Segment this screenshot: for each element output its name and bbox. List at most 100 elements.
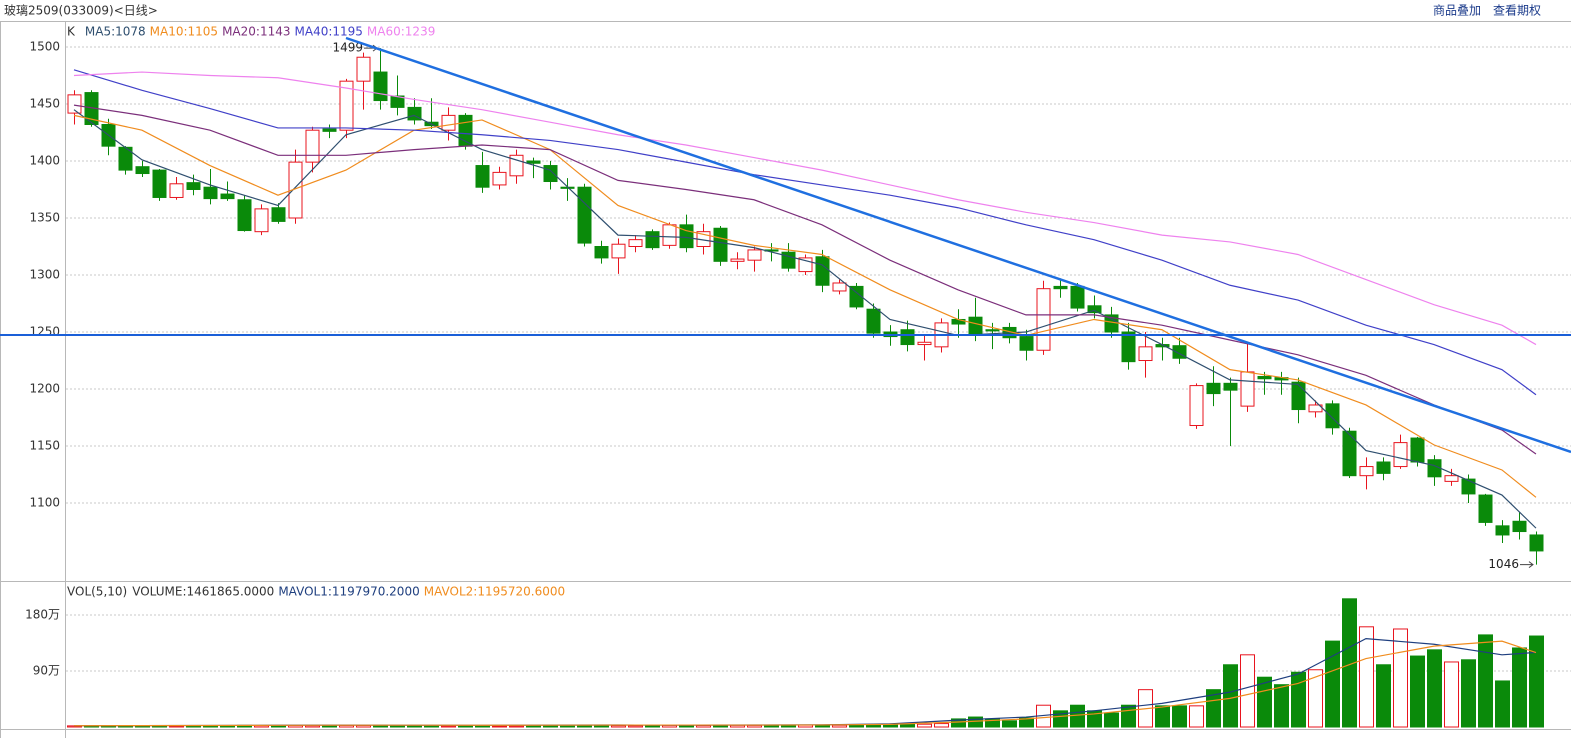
volume-bar	[1495, 680, 1510, 728]
ma-line	[73, 114, 1537, 498]
candle-body	[1512, 520, 1527, 533]
volume-bar	[764, 724, 779, 728]
y-tick-label: 90万	[33, 663, 60, 677]
volume-bar	[1104, 712, 1119, 728]
candle-body	[356, 56, 371, 82]
candle-body	[237, 199, 252, 232]
candle-body	[1257, 375, 1272, 380]
candle-body	[441, 114, 456, 131]
candle-body	[152, 169, 167, 198]
candle-body	[815, 256, 830, 286]
volume-bar	[1410, 655, 1425, 728]
candle-body	[526, 160, 541, 164]
candle-body	[781, 251, 796, 269]
volume-bar	[1002, 720, 1017, 728]
volume-bar	[441, 725, 456, 728]
candle-body	[186, 182, 201, 190]
legend-entry: MAVOL1:1197970.2000	[278, 585, 419, 599]
header-link[interactable]: 查看期权	[1493, 4, 1541, 18]
volume-bar	[492, 725, 507, 728]
volume-bar	[424, 725, 439, 728]
legend-entry: MA10:1105	[150, 25, 218, 39]
y-tick-label: 1150	[29, 439, 60, 453]
candle-body	[662, 224, 677, 246]
volume-bar	[849, 724, 864, 728]
volume-bar	[1053, 710, 1068, 728]
volume-bar	[458, 725, 473, 728]
legend-entry: MA40:1195	[295, 25, 363, 39]
candle-body	[1342, 430, 1357, 477]
candle-body	[1189, 385, 1204, 427]
candle-body	[135, 166, 150, 175]
candle-body	[305, 129, 320, 163]
volume-bar	[1070, 704, 1085, 728]
volume-bar	[900, 723, 915, 728]
y-tick-label: 180万	[25, 607, 60, 621]
candle-body	[866, 308, 881, 334]
candle-body	[1478, 494, 1493, 523]
volume-bar	[934, 723, 949, 728]
y-tick-label: 1100	[29, 496, 60, 510]
volume-bar	[1189, 705, 1204, 728]
candle-body	[339, 80, 354, 131]
volume-bar	[594, 725, 609, 728]
page-title: 玻璃2509(033009)<日线>	[4, 4, 158, 18]
volume-bar	[951, 718, 966, 728]
candle-body	[1325, 403, 1340, 429]
candle-body	[628, 239, 643, 247]
candle-body	[271, 207, 286, 222]
y-tick-label: 1450	[29, 96, 60, 110]
volume-bar	[271, 725, 286, 728]
y-tick-label: 1500	[29, 39, 60, 53]
annotation-label: 1499	[332, 41, 363, 55]
volume-bar	[1393, 628, 1408, 728]
candle-body	[169, 183, 184, 198]
candle-body	[1393, 442, 1408, 468]
candle-body	[985, 329, 1000, 332]
ma-line	[73, 69, 1537, 396]
candle-body	[373, 71, 388, 102]
volume-bar	[1291, 671, 1306, 728]
candle-body	[254, 208, 269, 233]
legend-title: K	[67, 25, 76, 39]
candle-body	[679, 224, 694, 249]
y-tick-label: 1350	[29, 210, 60, 224]
legend-title: VOL(5,10)	[67, 585, 127, 599]
candle-body	[220, 193, 235, 200]
candle-body	[1206, 382, 1221, 395]
candle-body	[577, 186, 592, 244]
volume-bar	[509, 725, 524, 728]
candle-body	[1036, 288, 1051, 351]
candle-body	[730, 258, 745, 262]
candle-body	[1444, 475, 1459, 482]
volume-bar	[1274, 684, 1289, 728]
candle-body	[1495, 525, 1510, 536]
volume-bar	[1478, 634, 1493, 728]
ma-line	[73, 71, 1537, 346]
candle-body	[917, 341, 932, 346]
trend-line	[345, 36, 1571, 454]
candle-body	[1376, 461, 1391, 474]
volume-bar	[1223, 664, 1238, 728]
candle-body	[67, 94, 82, 114]
volume-bar	[1512, 647, 1527, 728]
volume-bar	[475, 725, 490, 728]
ma-line	[73, 109, 1537, 529]
volume-bar	[1019, 717, 1034, 728]
volume-bar	[1240, 654, 1255, 728]
candle-body	[1359, 466, 1374, 477]
candle-body	[1223, 382, 1238, 391]
volume-bar	[917, 723, 932, 728]
volume-bar	[1529, 635, 1544, 728]
candle-body	[1070, 285, 1085, 309]
candle-body	[832, 282, 847, 292]
candle-body	[747, 249, 762, 261]
volume-bar	[1155, 705, 1170, 728]
volume-bar	[1342, 598, 1357, 728]
legend-entry: VOLUME:1461865.0000	[132, 585, 274, 599]
y-tick-label: 1300	[29, 268, 60, 282]
candle-body	[203, 186, 218, 200]
header-link[interactable]: 商品叠加	[1433, 3, 1481, 18]
